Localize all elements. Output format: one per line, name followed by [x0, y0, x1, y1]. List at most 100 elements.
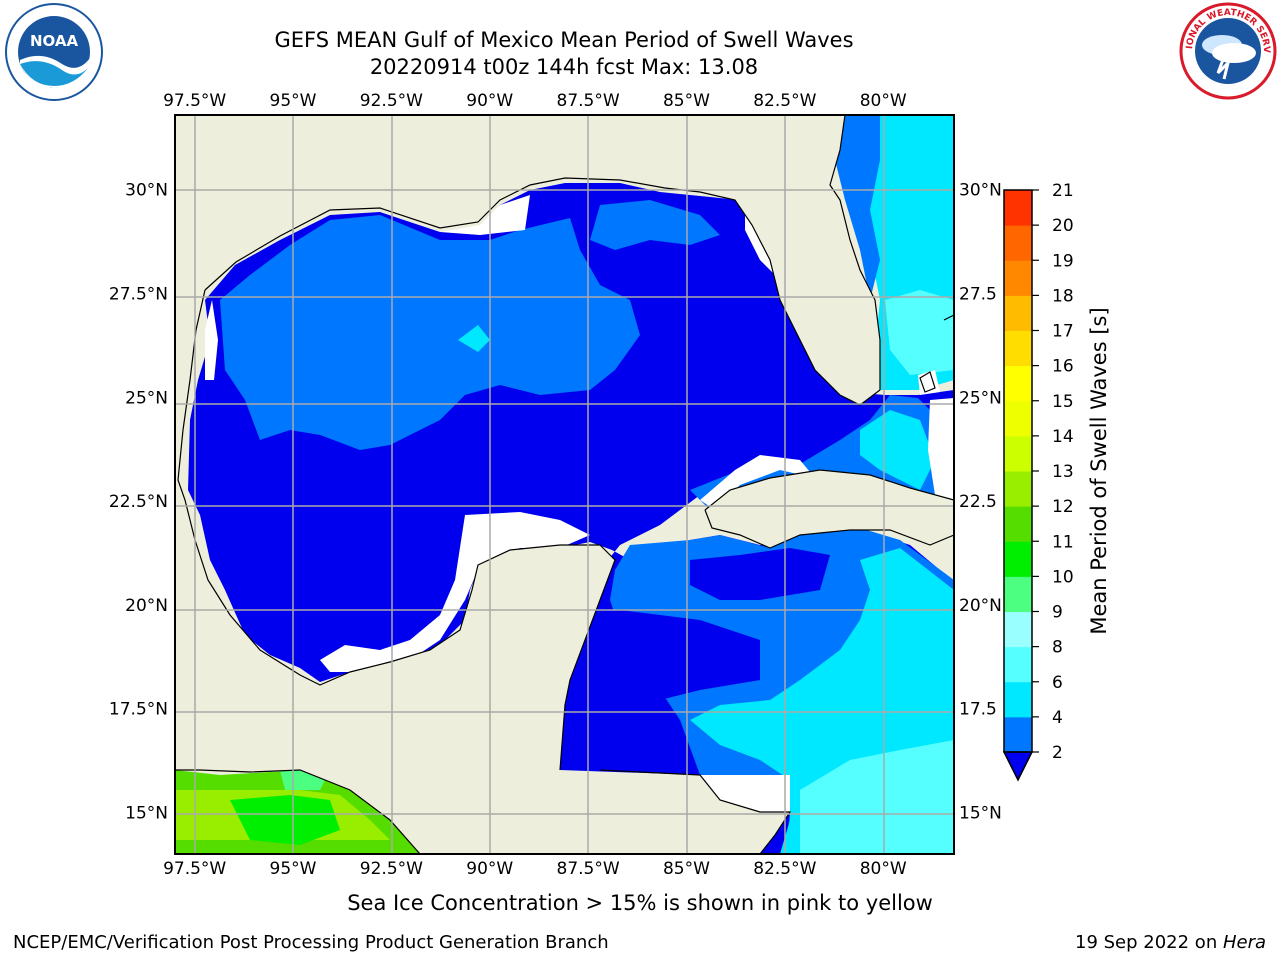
colorbar-tick-label-15: 20 [1052, 216, 1074, 236]
y-tick-label-right-5: 17.5 [959, 700, 997, 720]
campeche-nodata [320, 512, 590, 672]
x-tick-label-bottom-3: 90°W [466, 859, 513, 879]
x-tick-label-top-2: 92.5°W [360, 91, 423, 111]
mexico-coastline [177, 289, 616, 771]
x-tick-label-bottom-6: 82.5°W [753, 859, 816, 879]
y-tick-label-left-1: 27.5°N [109, 285, 168, 305]
x-tick-label-bottom-0: 97.5°W [163, 859, 226, 879]
x-tick-label-top-4: 87.5°W [557, 91, 620, 111]
colorbar-tick-label-14: 19 [1052, 251, 1074, 271]
colorbar-segment-8 [1004, 435, 1032, 472]
colorbar: 2 4 6 8 9 10 11 12 13 14 15 16 17 18 19 20 21 Mean Period… [1002, 181, 1111, 782]
y-tick-label-left-4: 20°N [125, 596, 168, 616]
honduras-coastline [599, 769, 792, 854]
cuba-coastline [704, 469, 954, 549]
colorbar-segment-9 [1004, 400, 1032, 437]
colorbar-segment-15 [1004, 190, 1032, 226]
y-tick-label-right-2: 25°N [959, 388, 1002, 408]
tick-labels: 97.5°W 97.5°W 95°W 95°W 92.5°W 92.5°W 90°W 90°W… [109, 91, 1002, 879]
caribbean-south-deep [560, 610, 760, 770]
colorbar-segment-3 [1004, 611, 1032, 648]
colorbar-segment-13 [1004, 260, 1032, 296]
colorbar-tick-label-0: 2 [1052, 743, 1063, 763]
hispaniola-nodata [928, 398, 954, 505]
colorbar-segment-14 [1004, 225, 1032, 261]
y-tick-label-right-0: 30°N [959, 181, 1002, 201]
colorbar-segment-12 [1004, 295, 1032, 331]
x-tick-label-bottom-1: 95°W [270, 859, 317, 879]
noaa-logo-text: NOAA [30, 32, 79, 50]
x-tick-label-top-7: 80°W [860, 91, 907, 111]
colorbar-tick-label-13: 18 [1052, 286, 1074, 306]
caribbean-lightcyan [800, 740, 954, 854]
colorbar-tick-label-5: 10 [1052, 567, 1074, 587]
mexico-landmass [175, 500, 790, 854]
map-area [175, 115, 954, 854]
bahamas-coastline [919, 314, 954, 393]
colorbar-tick-label-6: 11 [1052, 532, 1074, 552]
noaa-logo: NOAA [5, 3, 103, 101]
grid-lines [175, 115, 954, 854]
x-tick-label-bottom-2: 92.5°W [360, 859, 423, 879]
x-tick-label-top-0: 97.5°W [163, 91, 226, 111]
colorbar-segment-11 [1004, 330, 1032, 367]
colorbar-tick-label-4: 9 [1052, 603, 1063, 623]
x-tick-label-bottom-7: 80°W [860, 859, 907, 879]
us-coastline [204, 115, 881, 406]
colorbar-label: Mean Period of Swell Waves [s] [1087, 307, 1111, 634]
colorbar-segment-7 [1004, 471, 1032, 507]
credit-host: Hera [1222, 932, 1266, 953]
x-tick-label-top-5: 85°W [663, 91, 710, 111]
colorbar-segment-4 [1004, 576, 1032, 612]
colorbar-segment-1 [1004, 681, 1032, 718]
pacific-coastline [175, 769, 421, 854]
northern-coast-nodata [440, 195, 530, 235]
gulf-cyan-spot [458, 325, 490, 352]
caribbean-deep [690, 548, 830, 600]
y-tick-label-left-5: 17.5°N [109, 700, 168, 720]
chart-title: GEFS MEAN Gulf of Mexico Mean Period of … [274, 28, 854, 52]
colorbar-tick-label-2: 6 [1052, 673, 1063, 693]
map-frame [174, 114, 955, 855]
west-coast-nodata [205, 300, 218, 380]
florida-straits-cyan [860, 410, 935, 490]
colorbar-tick-label-11: 16 [1052, 357, 1074, 377]
colorbar-extend-min [1002, 751, 1034, 782]
chart-subtitle: 20220914 t00z 144h fcst Max: 13.08 [369, 55, 759, 79]
colorbar-tick-label-12: 17 [1052, 322, 1074, 342]
nws-logo: NATIONAL WEATHER SERVICE [1178, 1, 1277, 100]
atlantic-lightcyan [885, 290, 954, 375]
colorbar-tick-label-7: 12 [1052, 497, 1074, 517]
colorbar-tick-label-10: 15 [1052, 392, 1074, 412]
honduras-nodata [700, 775, 790, 815]
colorbar-segment-0 [1004, 716, 1032, 753]
north-shelf-swell [220, 215, 640, 450]
y-tick-label-left-3: 22.5°N [109, 492, 168, 512]
colorbar-segment-6 [1004, 506, 1032, 542]
sea-ice-caption: Sea Ice Concentration > 15% is shown in … [347, 891, 933, 915]
colorbar-segment-2 [1004, 646, 1032, 683]
x-tick-label-bottom-5: 85°W [663, 859, 710, 879]
x-tick-label-top-1: 95°W [270, 91, 317, 111]
y-tick-label-right-1: 27.5 [959, 285, 997, 305]
y-tick-label-right-6: 15°N [959, 803, 1002, 823]
x-tick-label-top-6: 82.5°W [753, 91, 816, 111]
credit-left: NCEP/EMC/Verification Post Processing Pr… [13, 932, 609, 953]
y-tick-label-right-3: 22.5 [959, 492, 997, 512]
colorbar-tick-label-16: 21 [1052, 181, 1074, 201]
colorbar-tick-label-1: 4 [1052, 708, 1063, 728]
us-landmass [175, 115, 880, 500]
credit-date: 19 Sep 2022 on [1075, 932, 1223, 953]
x-tick-label-top-3: 90°W [466, 91, 513, 111]
y-tick-label-right-4: 20°N [959, 596, 1002, 616]
y-tick-label-left-2: 25°N [125, 388, 168, 408]
colorbar-segment-5 [1004, 541, 1032, 577]
colorbar-tick-label-8: 13 [1052, 462, 1074, 482]
colorbar-tick-label-9: 14 [1052, 427, 1074, 447]
credit-right: 19 Sep 2022 on Hera [1075, 932, 1266, 953]
y-tick-label-left-0: 30°N [125, 181, 168, 201]
cuba-landmass [705, 470, 954, 548]
y-tick-label-left-6: 15°N [125, 803, 168, 823]
x-tick-label-bottom-4: 87.5°W [557, 859, 620, 879]
